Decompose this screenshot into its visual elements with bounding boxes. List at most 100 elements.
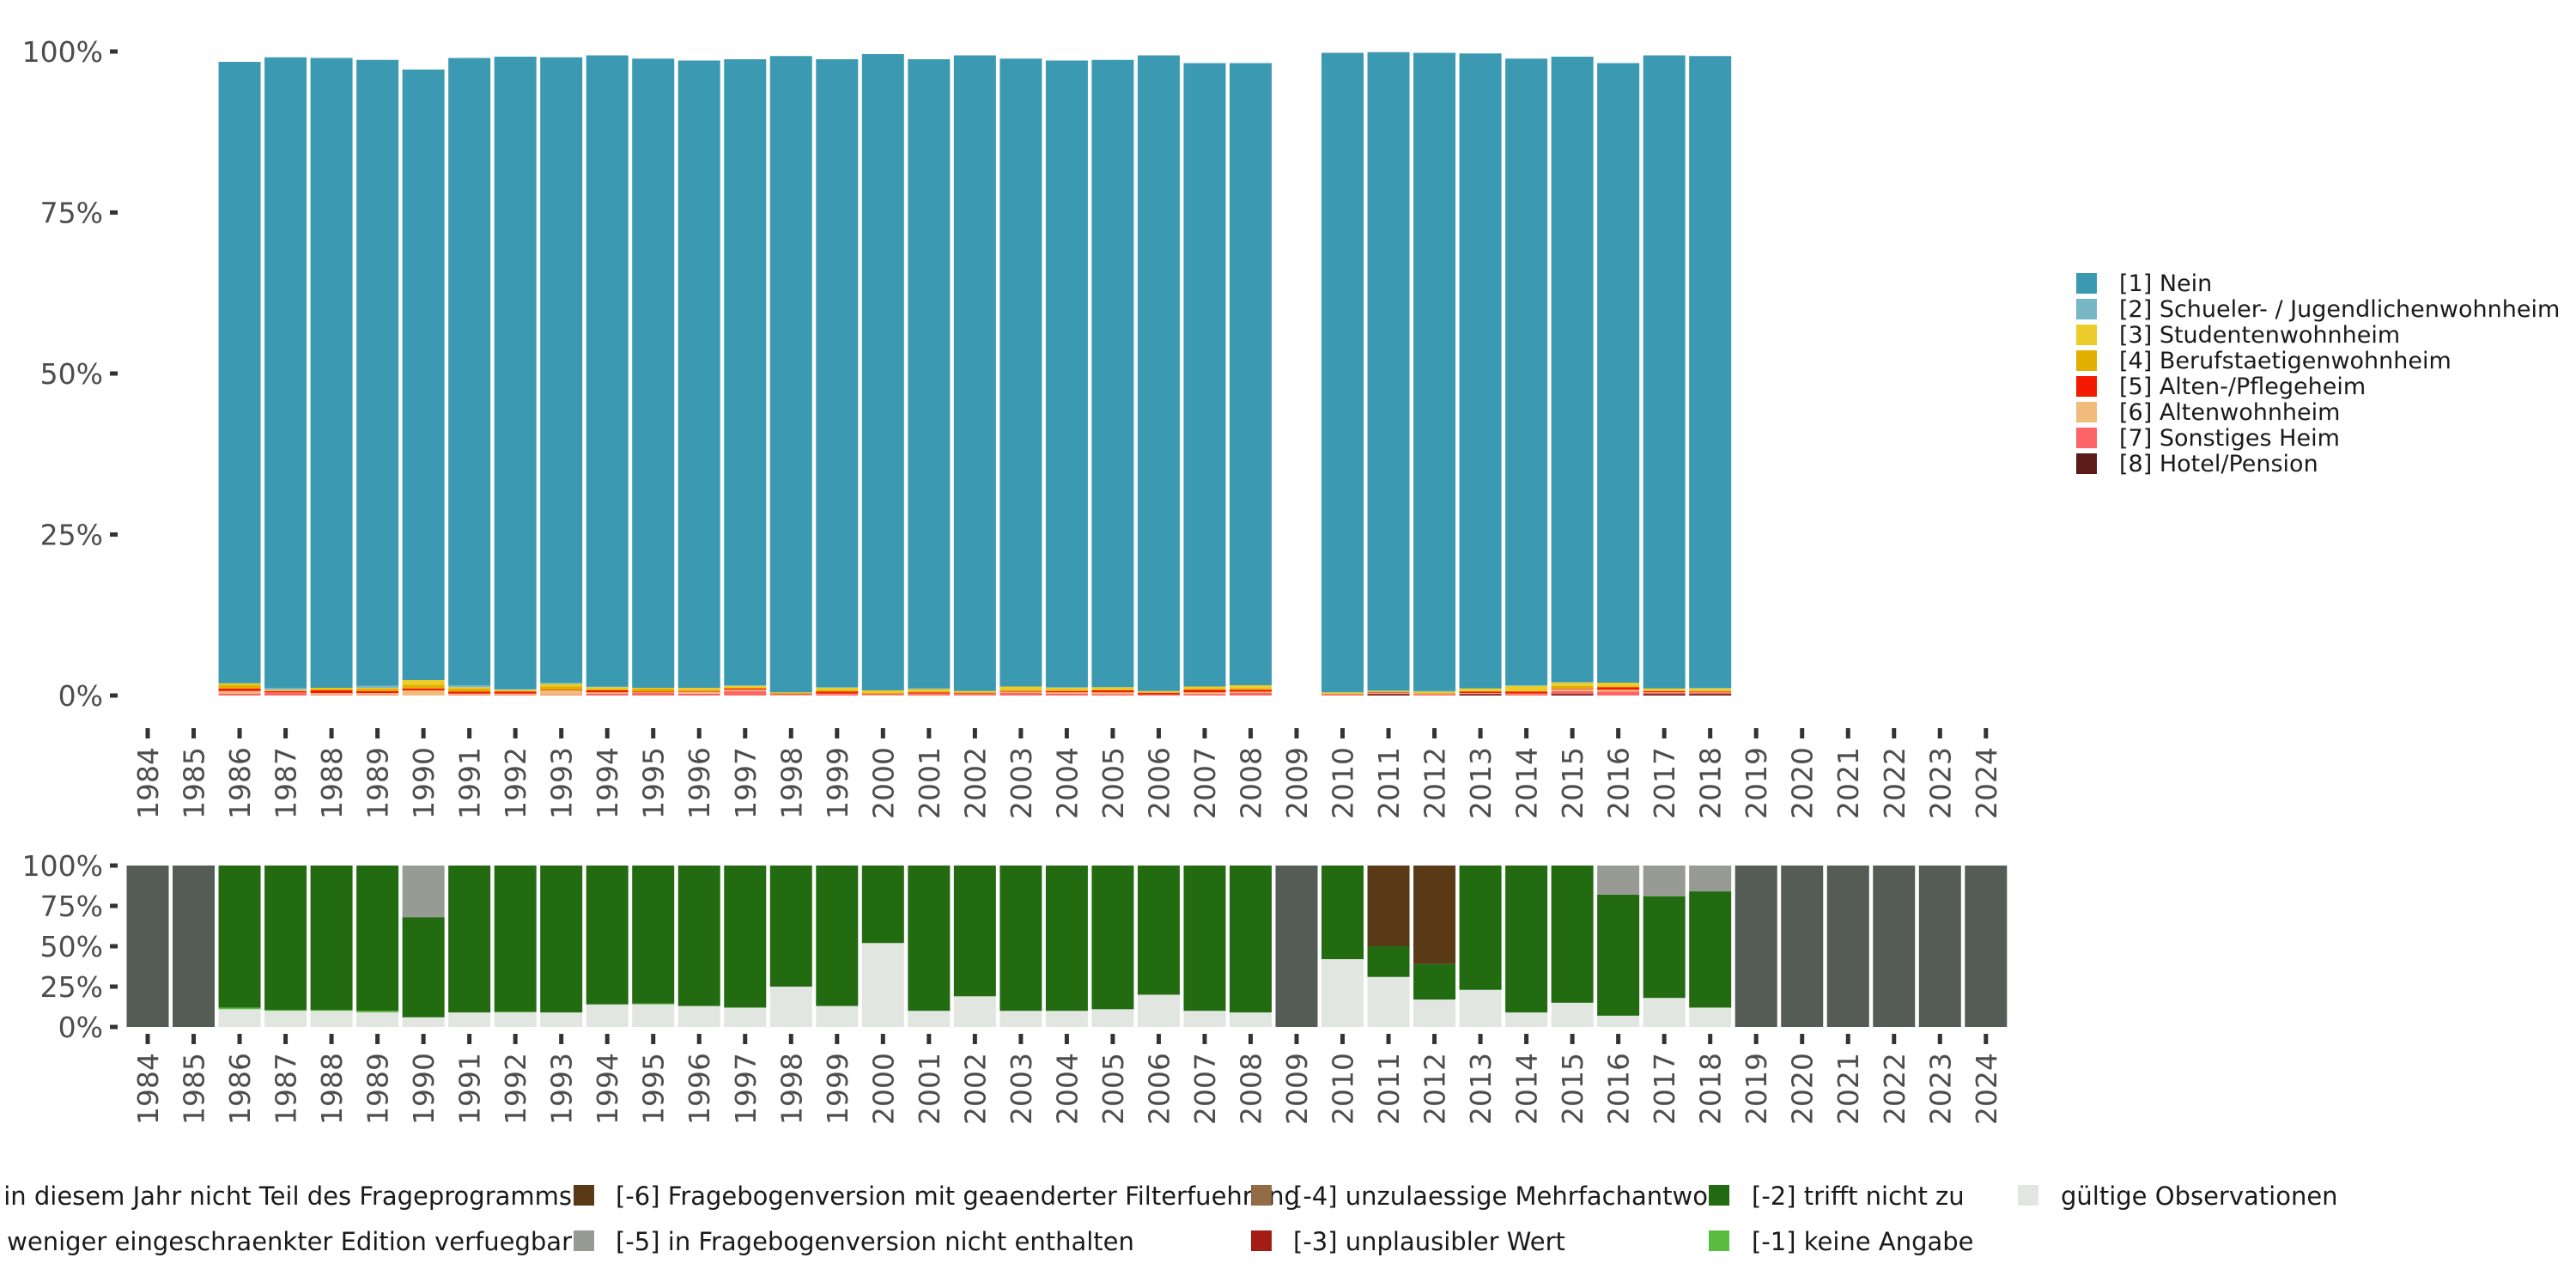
top-y-axis: 0% 25% 50% 75% 100% xyxy=(22,35,118,713)
bar-segment xyxy=(356,866,399,1012)
bar-segment xyxy=(586,692,629,694)
y-tick xyxy=(110,984,118,989)
bar-segment xyxy=(1413,690,1456,692)
x-tick-label: 2016 xyxy=(1602,1053,1636,1125)
bar-segment xyxy=(953,55,996,691)
x-tick xyxy=(1340,1034,1346,1044)
x-tick xyxy=(191,1034,197,1044)
x-tick xyxy=(559,728,564,738)
x-tick-label: 2017 xyxy=(1648,747,1681,819)
bar-segment xyxy=(953,866,996,997)
bar-segment xyxy=(540,683,583,684)
bar-segment xyxy=(1459,690,1502,692)
x-tick xyxy=(1845,728,1850,738)
x-tick-label: 2007 xyxy=(1188,747,1222,819)
x-tick xyxy=(1570,728,1575,738)
x-tick xyxy=(1616,728,1621,738)
bar-segment xyxy=(1137,866,1180,995)
x-tick-label: 2004 xyxy=(1050,1053,1084,1125)
bar-segment xyxy=(356,685,399,688)
bar-segment xyxy=(1597,691,1640,696)
bar-segment xyxy=(448,58,491,685)
bar-segment xyxy=(310,690,353,693)
bar-segment xyxy=(586,693,629,696)
bar-segment xyxy=(310,693,353,696)
y-tick-label: 25% xyxy=(40,970,103,1004)
y-tick xyxy=(110,863,118,868)
bar-segment xyxy=(632,691,675,693)
bar-segment xyxy=(999,58,1042,687)
x-tick-label: 1997 xyxy=(729,1053,762,1125)
bar-segment xyxy=(1229,691,1272,693)
bar-segment xyxy=(632,688,675,692)
bar-segment xyxy=(1551,685,1594,689)
bar-segment xyxy=(861,54,904,690)
bar-segment xyxy=(632,1003,675,1005)
bar-segment xyxy=(1459,693,1502,694)
y-tick-label: 25% xyxy=(40,519,103,552)
x-tick-label: 2015 xyxy=(1556,747,1589,819)
legend-key xyxy=(2076,273,2097,294)
bar-segment xyxy=(540,57,583,683)
bar-segment xyxy=(908,692,951,694)
bar-segment xyxy=(1045,693,1088,696)
bar-segment xyxy=(356,688,399,691)
x-tick xyxy=(1386,728,1391,738)
bar-segment xyxy=(1321,692,1364,694)
bar-segment xyxy=(1551,866,1594,1003)
bar-segment xyxy=(540,1012,583,1027)
bar-segment xyxy=(861,866,904,944)
bar-segment xyxy=(1505,58,1548,685)
bar-segment xyxy=(953,996,996,1027)
x-tick xyxy=(880,728,885,738)
bar-segment xyxy=(724,690,767,691)
bar-segment xyxy=(1045,690,1088,691)
bar-segment xyxy=(1091,866,1134,1010)
bar-segment xyxy=(356,688,399,689)
bar-segment xyxy=(1367,976,1410,1027)
bar-segment xyxy=(908,688,951,690)
bar-segment xyxy=(1505,691,1548,694)
x-tick xyxy=(605,1034,610,1044)
bar-segment xyxy=(861,693,904,694)
bar-segment xyxy=(953,693,996,694)
bar-segment xyxy=(494,693,537,696)
bar-segment xyxy=(356,690,399,693)
x-tick-label: 1995 xyxy=(637,747,671,819)
x-tick xyxy=(1524,728,1529,738)
bar-segment xyxy=(1689,690,1732,692)
x-tick-label: 2001 xyxy=(913,1053,946,1125)
x-tick xyxy=(651,728,656,738)
bar-segment xyxy=(1137,690,1180,693)
bar-segment xyxy=(1689,694,1732,696)
x-tick-label: 1992 xyxy=(499,1053,532,1125)
x-tick xyxy=(835,1034,840,1044)
bar-segment xyxy=(861,694,904,696)
x-tick-label: 2022 xyxy=(1878,1053,1911,1125)
bar-segment xyxy=(816,687,859,688)
x-tick-label: 2017 xyxy=(1648,1053,1681,1125)
x-tick-label: 2014 xyxy=(1510,1053,1544,1125)
y-tick xyxy=(110,1024,118,1030)
x-tick-label: 1989 xyxy=(361,1053,395,1125)
legend-label: ge in diesem Jahr nicht Teil des Fragepr… xyxy=(0,1182,572,1211)
legend-key xyxy=(574,1230,594,1251)
bar-segment xyxy=(540,695,583,696)
bar-segment xyxy=(908,1011,951,1027)
x-tick xyxy=(1248,1034,1253,1044)
bar-segment xyxy=(586,866,629,1005)
x-tick xyxy=(1984,728,1989,738)
bar-segment xyxy=(1229,690,1272,692)
y-tick xyxy=(110,903,118,908)
bar-segment xyxy=(1643,692,1686,693)
bar-segment xyxy=(677,1005,720,1027)
x-tick xyxy=(1432,728,1437,738)
x-tick xyxy=(421,728,426,738)
x-tick-label: 2009 xyxy=(1280,747,1314,819)
x-tick-label: 2001 xyxy=(913,747,946,819)
y-tick-label: 100% xyxy=(22,35,103,69)
bar-segment xyxy=(1367,690,1410,693)
bar-segment xyxy=(724,685,767,688)
legend-key xyxy=(2076,299,2097,319)
x-tick xyxy=(375,1034,380,1044)
